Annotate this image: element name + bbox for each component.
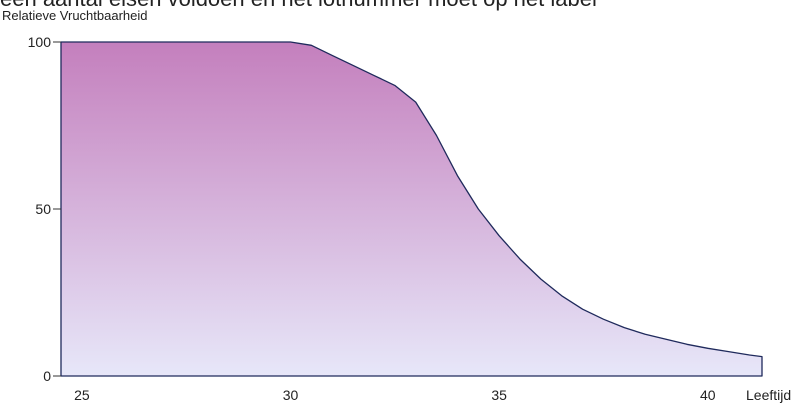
data-point (123, 41, 124, 42)
data-point (206, 41, 207, 42)
data-point (290, 41, 291, 42)
y-axis-label: Relatieve Vruchtbaarheid (2, 8, 148, 23)
data-point (415, 102, 416, 103)
data-point (373, 75, 374, 76)
data-point (248, 41, 249, 42)
x-tick-label: 35 (491, 387, 507, 403)
data-point (394, 85, 395, 86)
y-tick-label: 50 (35, 201, 51, 217)
data-point (707, 348, 708, 349)
data-point (478, 208, 479, 209)
x-axis-label: Leeftijd (746, 387, 791, 403)
data-point (519, 259, 520, 260)
data-point (624, 327, 625, 328)
data-point (353, 65, 354, 66)
data-point (665, 339, 666, 340)
data-point (582, 309, 583, 310)
x-tick-label: 40 (700, 387, 716, 403)
data-point (540, 279, 541, 280)
data-point (561, 295, 562, 296)
x-tick-label: 25 (74, 387, 90, 403)
data-point (603, 319, 604, 320)
fertility-area (60, 41, 763, 377)
data-point (332, 55, 333, 56)
data-point (728, 351, 729, 352)
data-point (749, 354, 750, 355)
data-point (457, 175, 458, 176)
data-point (81, 41, 82, 42)
data-point (499, 235, 500, 236)
cut-off-caption-text: een aantal eisen voldoen en het lotnumme… (0, 0, 811, 10)
data-point (311, 45, 312, 46)
y-tick-label: 100 (28, 34, 52, 50)
y-tick-label: 0 (43, 368, 51, 384)
x-tick-label: 30 (283, 387, 299, 403)
data-point (165, 41, 166, 42)
data-point (436, 135, 437, 136)
data-point (761, 356, 762, 357)
data-point (686, 344, 687, 345)
data-point (645, 334, 646, 335)
